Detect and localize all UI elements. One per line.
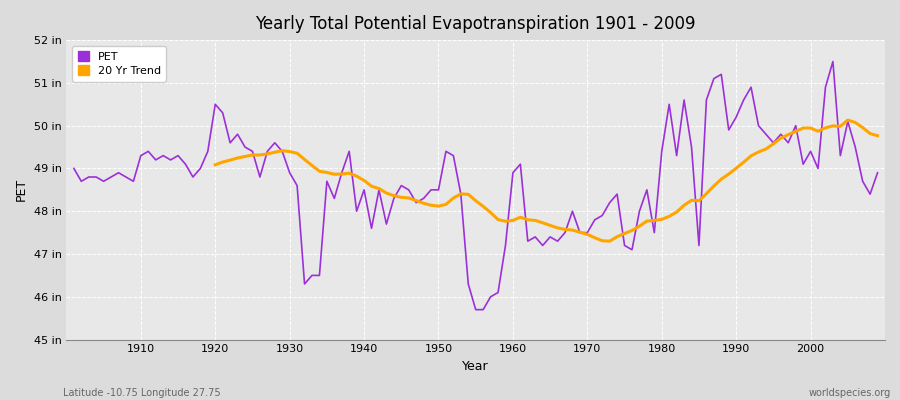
Title: Yearly Total Potential Evapotranspiration 1901 - 2009: Yearly Total Potential Evapotranspiratio…: [256, 15, 696, 33]
Y-axis label: PET: PET: [15, 178, 28, 202]
X-axis label: Year: Year: [463, 360, 489, 373]
Legend: PET, 20 Yr Trend: PET, 20 Yr Trend: [72, 46, 166, 82]
Text: Latitude -10.75 Longitude 27.75: Latitude -10.75 Longitude 27.75: [63, 388, 220, 398]
Text: worldspecies.org: worldspecies.org: [809, 388, 891, 398]
